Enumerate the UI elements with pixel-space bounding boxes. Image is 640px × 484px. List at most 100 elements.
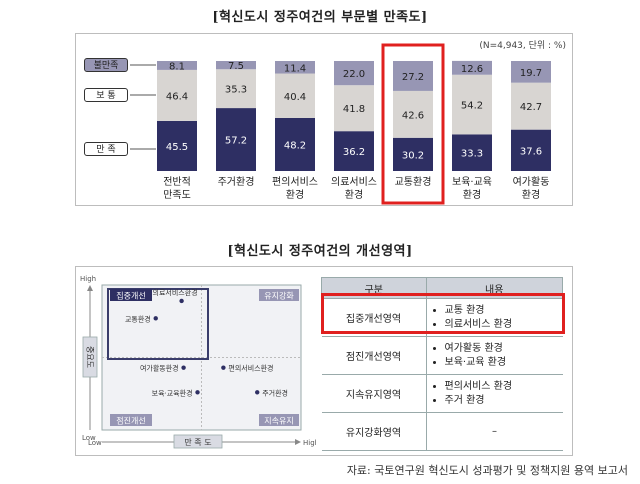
quadrant-label: 지속유지 bbox=[264, 417, 293, 426]
data-label: 33.3 bbox=[461, 149, 483, 160]
data-label: 12.6 bbox=[461, 64, 483, 75]
x-axis-label: 만 족 도 bbox=[184, 438, 211, 447]
table-row: 유지강화영역 – bbox=[321, 412, 563, 451]
bar-segment bbox=[511, 129, 551, 171]
data-label: 45.5 bbox=[166, 142, 188, 153]
category-label: 환경 bbox=[286, 188, 304, 201]
legend-satisfied: 만 족 bbox=[84, 142, 128, 156]
row-item: 교통 환경 bbox=[445, 304, 557, 318]
data-label: 36.2 bbox=[343, 147, 365, 158]
data-label: 57.2 bbox=[225, 136, 247, 147]
data-label: 46.4 bbox=[166, 91, 188, 102]
highlight-box bbox=[381, 43, 445, 205]
bar-segment bbox=[157, 61, 197, 70]
data-point bbox=[181, 365, 186, 370]
bar-segment bbox=[393, 61, 433, 91]
bar-segment bbox=[334, 61, 374, 86]
quadrant-tag bbox=[110, 289, 152, 301]
row-item: 의료서비스 환경 bbox=[445, 318, 557, 332]
category-label: 교통환경 bbox=[395, 175, 432, 188]
unit-note: (N=4,943, 단위 : %) bbox=[479, 41, 566, 51]
quadrant-tag bbox=[259, 414, 299, 426]
data-point bbox=[179, 298, 184, 304]
bar-segment bbox=[452, 134, 492, 171]
bar-segment bbox=[511, 82, 551, 130]
point-label: 의료서비스환경 bbox=[153, 288, 198, 297]
category-label: 전반적 bbox=[163, 176, 191, 188]
category-label: 환경 bbox=[463, 188, 481, 201]
bar-segment bbox=[157, 69, 197, 121]
data-point bbox=[221, 365, 226, 370]
focus-zone-box bbox=[107, 288, 209, 360]
row-item: 주거 환경 bbox=[445, 394, 557, 408]
x-axis-low: Low bbox=[88, 439, 102, 447]
chart2-title: [혁신도시 정주여건의 개선영역] bbox=[227, 244, 413, 259]
bar-segment bbox=[393, 90, 433, 138]
data-label: 7.5 bbox=[228, 61, 244, 72]
point-label: 여가활동환경 bbox=[140, 364, 179, 373]
data-label: 11.4 bbox=[284, 63, 306, 74]
x-axis-high: High bbox=[303, 439, 316, 447]
chart1-title: [혁신도시 정주여건의 부문별 만족도] bbox=[212, 10, 428, 25]
improvement-area-panel: 집중개선 유지강화 점진개선 지속유지 의료서비스환경 교통환경 편의서비스환경 여가활동환경… bbox=[75, 266, 573, 456]
bar-segment bbox=[275, 73, 315, 118]
bar-segment bbox=[334, 85, 374, 132]
data-point bbox=[153, 316, 158, 321]
bar-segment bbox=[334, 131, 374, 171]
row-item: 보육·교육 환경 bbox=[445, 356, 557, 370]
category-label: 의료서비스 bbox=[331, 176, 377, 188]
point-label: 주거환경 bbox=[262, 388, 288, 397]
x-axis-label-box bbox=[173, 434, 223, 449]
legend-neutral: 보 통 bbox=[84, 88, 128, 102]
y-axis-label: 중요도 bbox=[86, 346, 95, 368]
data-label: 40.4 bbox=[284, 92, 306, 103]
satisfaction-chart-panel: (N=4,943, 단위 : %) 불만족 보 통 만 족 45.5 46.4 8.… bbox=[75, 33, 573, 206]
category-label: 만족도 bbox=[163, 189, 191, 201]
data-label: 27.2 bbox=[402, 72, 424, 83]
source-note: 자료: 국토연구원 혁신도시 성과평가 및 정책지원 용역 보고서 bbox=[346, 464, 628, 477]
y-axis-low: Low bbox=[82, 434, 96, 442]
y-axis-high: High bbox=[80, 275, 96, 283]
bar-segment bbox=[275, 61, 315, 74]
data-label: 8.1 bbox=[169, 61, 185, 72]
data-point bbox=[195, 390, 200, 395]
row-item: 편의서비스 환경 bbox=[445, 380, 557, 394]
data-label: 22.0 bbox=[343, 69, 365, 80]
row-area: 집중개선영역 bbox=[321, 298, 427, 337]
y-axis-label-box bbox=[82, 336, 98, 378]
category-label: 여가활동 bbox=[513, 175, 550, 188]
category-label: 환경 bbox=[522, 188, 540, 201]
quadrant-tag bbox=[259, 289, 299, 301]
row-area: 지속유지영역 bbox=[321, 374, 427, 413]
bar-segment bbox=[452, 74, 492, 135]
bar-segment bbox=[216, 108, 256, 171]
y-axis-arrow bbox=[87, 285, 93, 291]
bar-segment bbox=[216, 69, 256, 109]
table-highlight-box bbox=[321, 293, 565, 334]
data-label: 48.2 bbox=[284, 140, 306, 151]
point-label: 교통환경 bbox=[125, 314, 151, 323]
row-item: – bbox=[426, 412, 563, 451]
data-label: 54.2 bbox=[461, 101, 483, 112]
bar-segment bbox=[216, 61, 256, 70]
category-label: 편의서비스 bbox=[272, 176, 318, 188]
data-label: 35.3 bbox=[225, 85, 247, 96]
row-item: 여가활동 환경 bbox=[445, 342, 557, 356]
row-area: 유지강화영역 bbox=[321, 412, 427, 451]
point-label: 편의서비스환경 bbox=[228, 364, 273, 373]
data-point bbox=[255, 390, 260, 395]
data-label: 42.7 bbox=[520, 102, 542, 113]
data-label: 41.8 bbox=[343, 104, 365, 115]
data-label: 19.7 bbox=[520, 68, 542, 79]
data-label: 42.6 bbox=[402, 110, 424, 121]
bar-segment bbox=[275, 117, 315, 171]
bar-segment bbox=[393, 137, 433, 171]
legend-dissatisfied: 불만족 bbox=[84, 58, 128, 72]
bar-segment bbox=[157, 120, 197, 171]
quadrant-label: 집중개선 bbox=[116, 291, 145, 301]
bar-segment bbox=[452, 60, 492, 75]
